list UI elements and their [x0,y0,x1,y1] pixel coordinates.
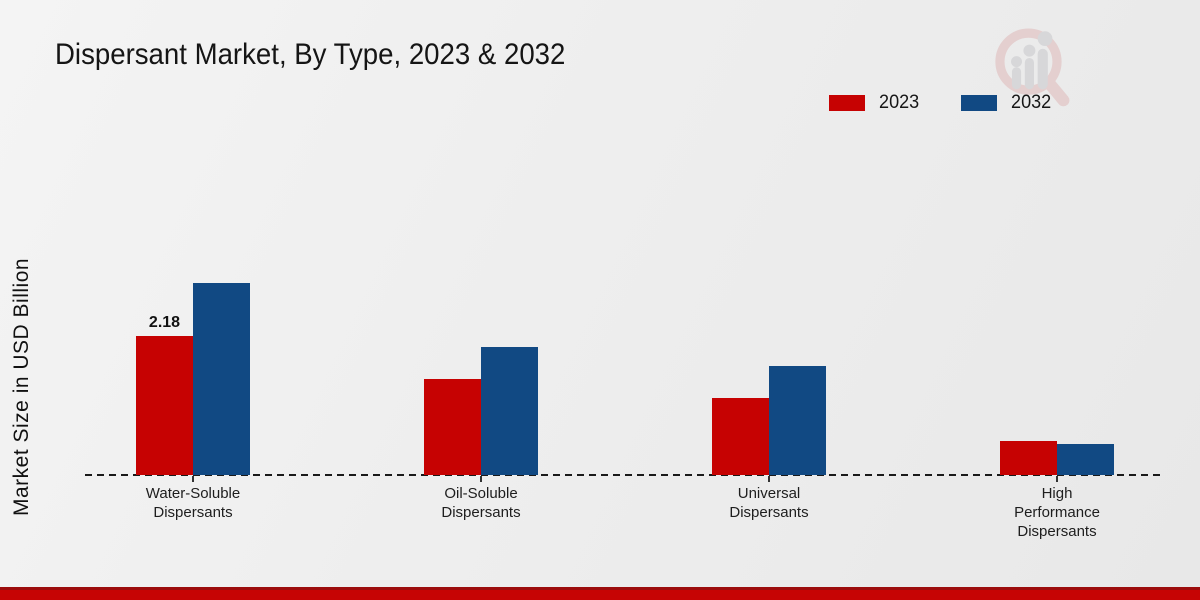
bar-2023-category-0 [136,336,193,475]
chart-title: Dispersant Market, By Type, 2023 & 2032 [55,38,566,71]
x-axis-tick [1056,476,1058,482]
trend-bars-icon [1011,31,1053,90]
legend-label: 2032 [1010,92,1051,113]
x-axis-tick [480,476,482,482]
bar-2023-category-1 [424,379,481,475]
x-axis-category-label: High Performance Dispersants [1014,485,1100,540]
bar-2032-category-0 [193,283,250,475]
legend-swatch-icon [960,95,997,111]
bar-2023-category-2 [712,398,769,475]
bar-value-label: 2.18 [148,314,181,331]
legend-swatch-icon [829,95,866,111]
x-axis-tick [768,476,770,482]
bar-2032-category-2 [769,366,826,475]
bar-2032-category-1 [481,347,538,475]
legend-item-2023: 2023 [829,92,920,114]
legend-item-2032: 2032 [960,92,1052,114]
x-axis-line [85,474,1163,476]
magnifier-ring-icon [995,28,1062,95]
x-axis-category-label: Oil-Soluble Dispersants [441,485,521,521]
legend-label: 2023 [879,92,920,113]
x-axis-category-label: Universal Dispersants [729,485,809,521]
x-axis-tick [192,476,194,482]
brand-watermark-logo [995,28,1070,107]
bar-2032-category-3 [1057,444,1114,475]
legend: 2023 2032 [829,92,1052,114]
footer-accent-bar [0,587,1200,600]
magnifier-handle-icon [1043,77,1070,107]
bar-2023-category-3 [1000,441,1057,475]
x-axis-category-label: Water-Soluble Dispersants [145,485,241,521]
